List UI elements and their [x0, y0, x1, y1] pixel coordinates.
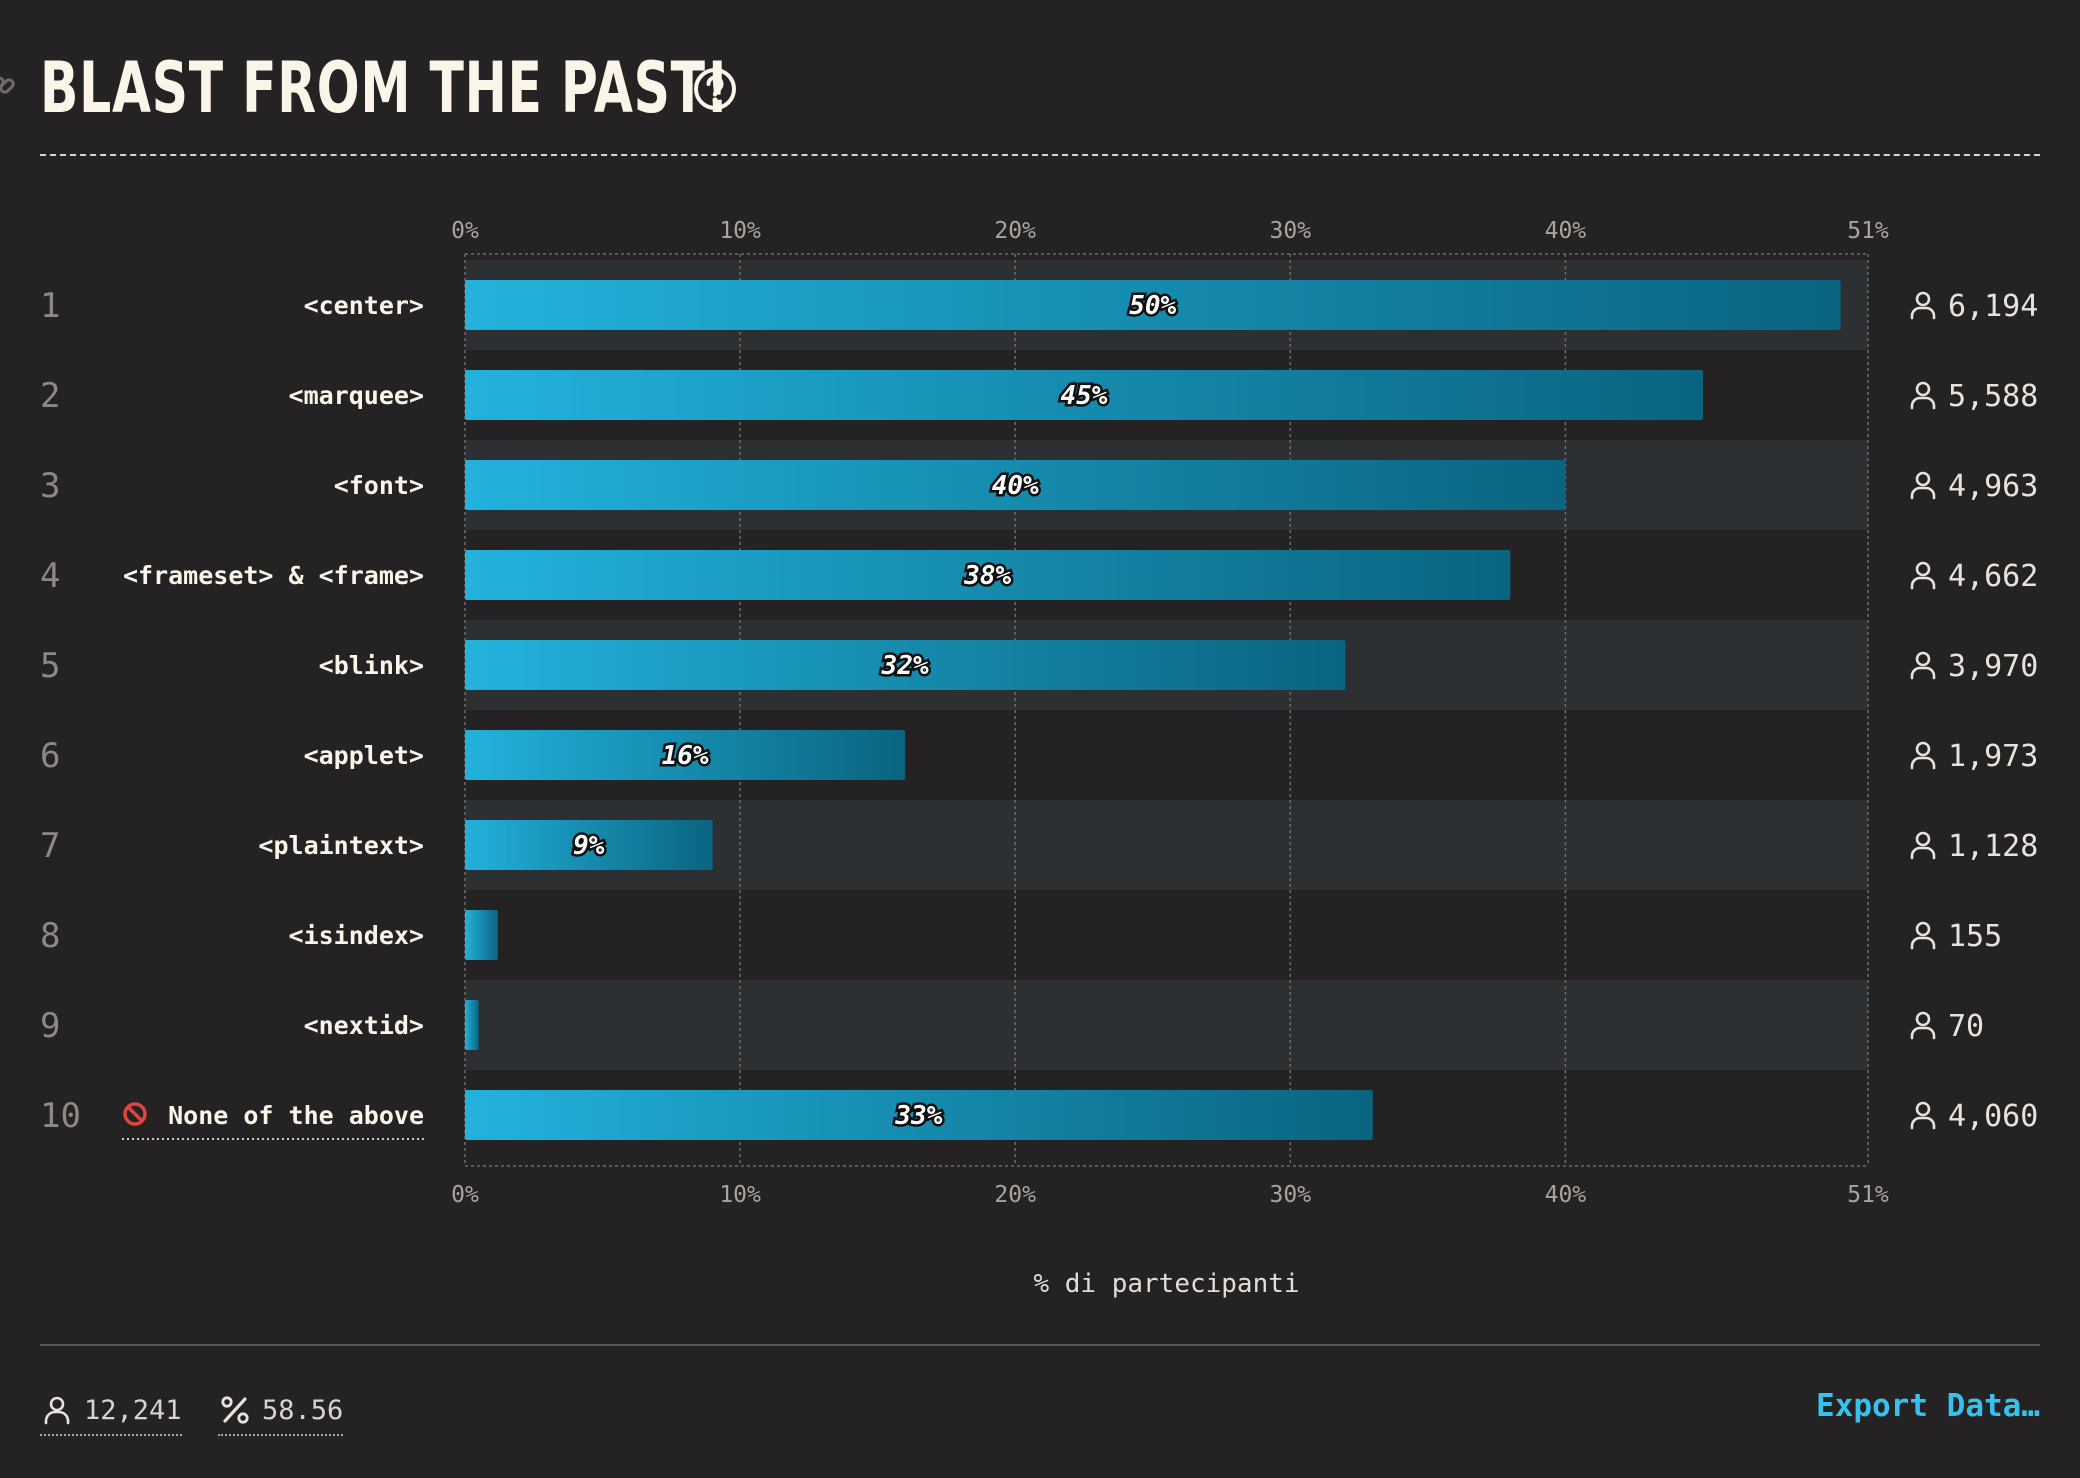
category-label: <plaintext>	[258, 831, 424, 860]
x-tick-label-top: 10%	[719, 218, 761, 244]
link-icon[interactable]	[0, 70, 18, 100]
rank-number: 2	[40, 376, 60, 416]
bar	[465, 910, 499, 960]
category-label: <center>	[304, 291, 424, 320]
respondent-count: 5,588	[1948, 379, 2038, 414]
bar-value-label: 50%	[1129, 291, 1176, 321]
percentage-value: 58.56	[262, 1394, 344, 1426]
bar	[465, 640, 1346, 690]
x-tick-label-top: 40%	[1545, 218, 1587, 244]
person-icon	[1910, 1101, 1936, 1130]
category-label: <isindex>	[289, 921, 424, 950]
category-label: <nextid>	[304, 1011, 424, 1040]
respondent-count: 155	[1948, 919, 2002, 954]
category-label: <marquee>	[289, 381, 424, 410]
bar	[465, 280, 1841, 330]
respondent-count: 3,970	[1948, 649, 2038, 684]
rank-number: 9	[40, 1006, 60, 1046]
rank-number: 10	[40, 1096, 81, 1136]
bar-value-label: 45%	[1060, 381, 1107, 411]
respondent-count: 1,973	[1948, 739, 2038, 774]
bar-value-label: 40%	[992, 471, 1039, 501]
title-divider	[40, 154, 2040, 156]
page-title: BLAST FROM THE PAST!	[40, 47, 730, 129]
respondents-stat[interactable]: 12,241	[40, 1386, 182, 1436]
person-icon	[1910, 651, 1936, 680]
category-label: None of the above	[168, 1101, 424, 1130]
bar	[465, 730, 906, 780]
category-label: <frameset> & <frame>	[123, 561, 424, 590]
bar	[465, 460, 1566, 510]
person-icon	[44, 1396, 70, 1425]
bar-value-label: 33%	[894, 1101, 942, 1131]
rank-number: 8	[40, 916, 60, 956]
rank-number: 4	[40, 556, 60, 596]
person-icon	[1910, 381, 1936, 410]
row-band	[465, 980, 1868, 1070]
rank-number: 1	[40, 286, 60, 326]
bar-chart: 0% 0% 10% 10% 20% 20% 30% 30% 40% 40% 51% 51% % di p…	[40, 218, 2038, 1299]
x-tick-label-bottom: 20%	[994, 1182, 1036, 1208]
bar	[465, 550, 1511, 600]
x-tick-label-bottom: 51%	[1847, 1182, 1889, 1208]
percentage-stat[interactable]: 58.56	[218, 1386, 344, 1436]
bar-value-label: 9%	[573, 831, 605, 861]
x-tick-label-top: 30%	[1270, 218, 1312, 244]
rank-number: 5	[40, 646, 60, 686]
x-tick-label-bottom: 10%	[719, 1182, 761, 1208]
x-axis-title: % di partecipanti	[1033, 1269, 1299, 1299]
person-icon	[1910, 471, 1936, 500]
bar	[465, 1090, 1373, 1140]
percent-icon	[221, 1396, 249, 1424]
respondent-count: 6,194	[1948, 289, 2038, 324]
rank-number: 7	[40, 826, 60, 866]
respondent-count: 4,060	[1948, 1099, 2038, 1134]
bar	[465, 370, 1703, 420]
bar-value-label: 16%	[662, 741, 709, 771]
category-label: <applet>	[304, 741, 424, 770]
bar-value-label: 32%	[881, 651, 929, 681]
respondent-count: 4,662	[1948, 559, 2038, 594]
x-tick-label-bottom: 40%	[1545, 1182, 1587, 1208]
respondents-count: 12,241	[84, 1394, 182, 1426]
respondent-count: 70	[1948, 1009, 1984, 1044]
prohibited-icon	[123, 1102, 147, 1126]
respondent-count: 1,128	[1948, 829, 2038, 864]
x-tick-label-top: 0%	[451, 218, 479, 244]
x-tick-label-bottom: 0%	[451, 1182, 479, 1208]
person-icon	[1910, 831, 1936, 860]
person-icon	[1910, 561, 1936, 590]
category-label: <font>	[334, 471, 424, 500]
rank-number: 6	[40, 736, 60, 776]
help-icon[interactable]	[692, 66, 738, 112]
bar	[465, 1000, 479, 1050]
x-tick-label-top: 51%	[1847, 218, 1889, 244]
category-label: <blink>	[319, 651, 424, 680]
x-tick-label-bottom: 30%	[1270, 1182, 1312, 1208]
bar-value-label: 38%	[963, 561, 1011, 591]
rank-number: 3	[40, 466, 60, 506]
x-tick-label-top: 20%	[994, 218, 1036, 244]
bar	[465, 820, 713, 870]
respondent-count: 4,963	[1948, 469, 2038, 504]
person-icon	[1910, 921, 1936, 950]
person-icon	[1910, 291, 1936, 320]
footer-divider	[40, 1344, 2040, 1346]
export-data-link[interactable]: Export Data…	[1816, 1388, 2040, 1424]
person-icon	[1910, 741, 1936, 770]
person-icon	[1910, 1011, 1936, 1040]
